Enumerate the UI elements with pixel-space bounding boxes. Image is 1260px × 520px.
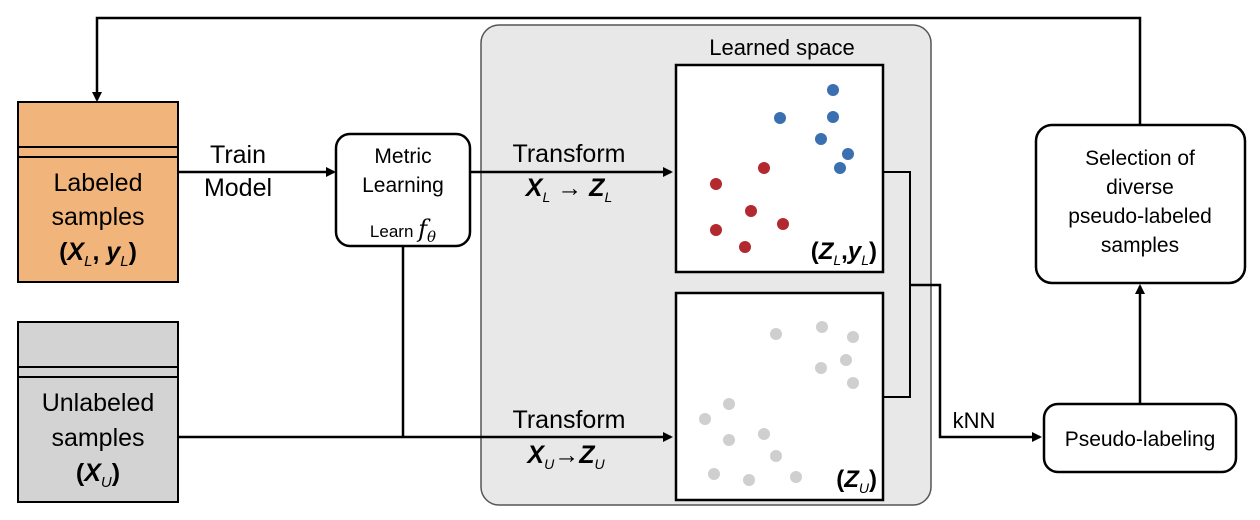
labeled-space-label: (ZL,yL) xyxy=(811,238,877,268)
red-point xyxy=(739,241,751,253)
red-point xyxy=(758,162,770,174)
labeled-space-box xyxy=(674,63,885,274)
labeled-samples-label-2: samples xyxy=(51,203,144,231)
gray-point xyxy=(743,474,755,486)
blue-point xyxy=(834,162,846,174)
model-label: Model xyxy=(204,174,272,202)
unlabeled-samples-block: Unlabeled samples (XU) xyxy=(17,321,179,503)
labeled-samples-label-1: Labeled xyxy=(54,169,143,197)
transform-unlabeled-formula: XU→ZU xyxy=(525,441,605,472)
blue-point xyxy=(774,112,786,124)
gray-point xyxy=(708,468,720,480)
gray-point xyxy=(770,328,782,340)
red-point xyxy=(745,205,757,217)
gray-point xyxy=(770,450,782,462)
selection-label-1: Selection of xyxy=(1085,147,1195,170)
gray-point xyxy=(840,354,852,366)
labeled-samples-notation: (XL, yL) xyxy=(59,238,137,270)
learning-label: Learning xyxy=(362,174,444,197)
transform-labeled-formula: XL → ZL xyxy=(524,174,612,205)
gray-point xyxy=(815,362,827,374)
unlabeled-space-box xyxy=(674,291,885,502)
unlabeled-samples-label-1: Unlabeled xyxy=(42,389,155,417)
red-points xyxy=(710,162,789,253)
gray-point xyxy=(723,398,735,410)
selection-box: Selection of diverse pseudo-labeled samp… xyxy=(1034,123,1247,285)
selection-label-4: samples xyxy=(1101,234,1179,257)
metric-learning-box: Metric Learning Learn fθ xyxy=(334,132,472,248)
metric-label: Metric xyxy=(374,145,431,168)
blue-point xyxy=(827,111,839,123)
knn-connector xyxy=(910,283,1042,442)
blue-point xyxy=(842,148,854,160)
transform-labeled-title: Transform xyxy=(513,140,626,168)
gray-point xyxy=(723,434,735,446)
feedback-loop-line xyxy=(92,16,1142,125)
unlabeled-space-label: (ZU) xyxy=(836,466,877,496)
gray-point xyxy=(847,331,859,343)
pseudo-labeling-box: Pseudo-labeling xyxy=(1042,402,1238,474)
gray-point xyxy=(758,428,770,440)
red-point xyxy=(710,224,722,236)
knn-label: kNN xyxy=(953,408,996,433)
red-point xyxy=(777,218,789,230)
learned-space-title: Learned space xyxy=(709,35,855,60)
red-point xyxy=(710,178,722,190)
blue-points xyxy=(774,84,854,174)
gray-point xyxy=(790,471,802,483)
gray-point xyxy=(699,413,711,425)
selection-label-3: pseudo-labeled xyxy=(1068,205,1212,228)
train-label: Train xyxy=(210,141,266,169)
selection-label-2: diverse xyxy=(1106,176,1174,199)
unlabeled-samples-label-2: samples xyxy=(51,424,144,452)
pseudo-labeling-label: Pseudo-labeling xyxy=(1065,428,1216,451)
transform-unlabeled-title: Transform xyxy=(513,406,626,434)
blue-point xyxy=(827,84,839,96)
gray-point xyxy=(816,321,828,333)
labeled-samples-block: Labeled samples (XL, yL) xyxy=(17,101,179,283)
gray-points xyxy=(699,321,859,486)
gray-point xyxy=(847,377,859,389)
blue-point xyxy=(815,133,827,145)
unlabeled-samples-notation: (XU) xyxy=(76,459,120,491)
